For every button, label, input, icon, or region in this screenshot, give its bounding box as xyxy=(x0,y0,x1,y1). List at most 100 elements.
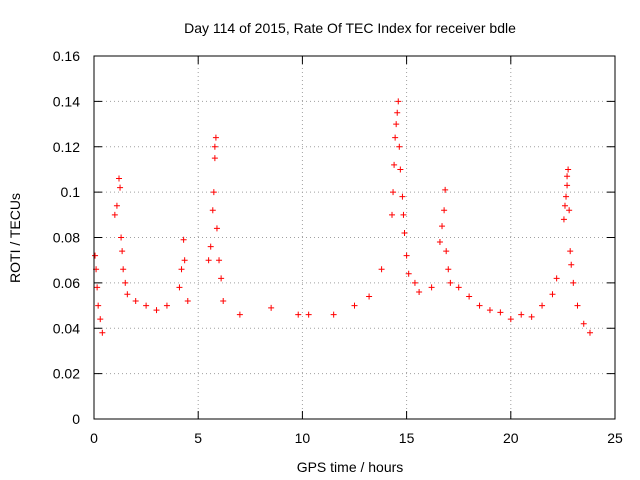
data-point xyxy=(210,189,217,196)
data-point xyxy=(539,302,546,309)
y-tick-label: 0.16 xyxy=(53,48,80,64)
x-tick-label: 10 xyxy=(295,430,311,446)
data-point xyxy=(268,304,275,311)
data-point xyxy=(378,266,385,273)
data-point xyxy=(94,284,101,291)
data-point xyxy=(95,302,102,309)
data-point xyxy=(212,134,219,141)
data-point xyxy=(97,316,104,323)
data-point xyxy=(442,186,449,193)
data-point xyxy=(351,302,358,309)
x-tick-label: 15 xyxy=(399,430,415,446)
data-point xyxy=(207,243,214,250)
data-point xyxy=(486,307,493,314)
data-point xyxy=(92,252,99,259)
y-tick-label: 0.06 xyxy=(53,275,80,291)
data-point xyxy=(209,207,216,214)
data-point xyxy=(184,298,191,305)
x-axis-label: GPS time / hours xyxy=(297,459,404,475)
chart-title: Day 114 of 2015, Rate Of TEC Index for r… xyxy=(184,20,516,36)
data-point xyxy=(574,302,581,309)
data-point xyxy=(466,293,473,300)
data-point xyxy=(366,293,373,300)
y-tick-label: 0.02 xyxy=(53,366,80,382)
data-point xyxy=(211,155,218,162)
data-point xyxy=(180,236,187,243)
data-point xyxy=(561,202,568,209)
data-point xyxy=(565,166,572,173)
data-point xyxy=(586,329,593,336)
data-point xyxy=(428,284,435,291)
y-tick-label: 0.12 xyxy=(53,139,80,155)
data-point xyxy=(445,266,452,273)
data-point xyxy=(295,311,302,318)
data-point xyxy=(564,182,571,189)
data-point xyxy=(132,298,139,305)
data-point xyxy=(153,307,160,314)
data-point xyxy=(401,229,408,236)
data-point xyxy=(178,266,185,273)
data-point xyxy=(568,261,575,268)
data-point xyxy=(566,207,573,214)
y-tick-label: 0.04 xyxy=(53,320,80,336)
data-point xyxy=(560,216,567,223)
data-point xyxy=(99,329,106,336)
y-axis-ticks: 0 0.02 0.04 0.06 0.08 0.1 0.12 0.14 0.16 xyxy=(53,48,615,427)
x-tick-label: 25 xyxy=(607,430,623,446)
y-axis-label: ROTI / TECUs xyxy=(7,193,23,283)
data-point xyxy=(405,270,412,277)
data-point xyxy=(518,311,525,318)
data-point xyxy=(143,302,150,309)
x-tick-label: 5 xyxy=(194,430,202,446)
data-points xyxy=(92,98,593,336)
data-point xyxy=(497,309,504,316)
data-point xyxy=(528,313,535,320)
x-tick-label: 0 xyxy=(90,430,98,446)
data-point xyxy=(220,298,227,305)
data-point xyxy=(400,211,407,218)
data-point xyxy=(580,320,587,327)
data-point xyxy=(118,234,125,241)
data-point xyxy=(389,211,396,218)
data-point xyxy=(397,166,404,173)
data-point xyxy=(120,266,127,273)
data-point xyxy=(116,175,123,182)
data-point xyxy=(563,193,570,200)
data-point xyxy=(549,291,556,298)
data-point xyxy=(476,302,483,309)
data-point xyxy=(393,121,400,128)
data-point xyxy=(439,223,446,230)
data-point xyxy=(564,173,571,180)
y-tick-label: 0.14 xyxy=(53,93,80,109)
data-point xyxy=(124,291,131,298)
data-point xyxy=(181,257,188,264)
data-point xyxy=(236,311,243,318)
data-point xyxy=(395,98,402,105)
data-point xyxy=(455,284,462,291)
y-tick-label: 0.1 xyxy=(61,184,81,200)
data-point xyxy=(205,257,212,264)
data-point xyxy=(330,311,337,318)
data-point xyxy=(443,248,450,255)
data-point xyxy=(416,288,423,295)
data-point xyxy=(117,184,124,191)
data-point xyxy=(305,311,312,318)
data-point xyxy=(113,202,120,209)
data-point xyxy=(441,207,448,214)
data-point xyxy=(567,248,574,255)
x-tick-label: 20 xyxy=(503,430,519,446)
data-point xyxy=(216,257,223,264)
data-point xyxy=(447,279,454,286)
data-point xyxy=(436,239,443,246)
data-point xyxy=(553,275,560,282)
data-point xyxy=(119,248,126,255)
y-tick-label: 0.08 xyxy=(53,230,80,246)
data-point xyxy=(507,316,514,323)
data-point xyxy=(218,275,225,282)
data-point xyxy=(213,225,220,232)
data-point xyxy=(163,302,170,309)
data-point xyxy=(403,252,410,259)
grid xyxy=(94,56,615,419)
data-point xyxy=(211,143,218,150)
